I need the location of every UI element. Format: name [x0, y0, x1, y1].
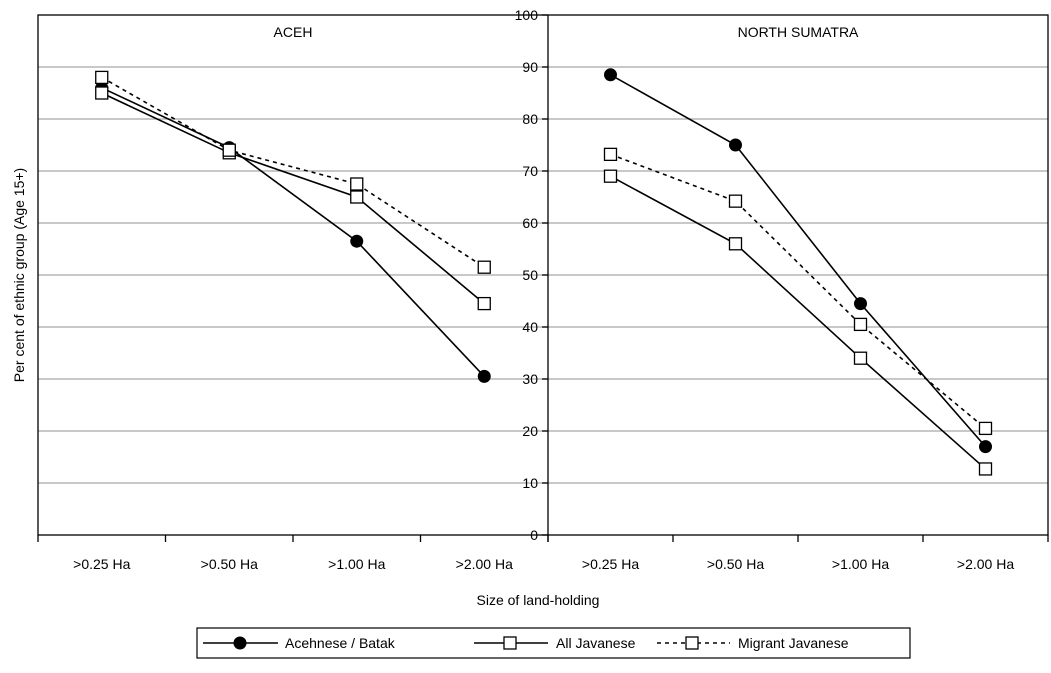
- y-tick-label: 90: [522, 59, 538, 75]
- y-tick-label: 80: [522, 111, 538, 127]
- series-line: [101, 92, 485, 305]
- x-tick-label: >0.50 Ha: [707, 556, 764, 572]
- x-tick-label: >0.25 Ha: [73, 556, 130, 572]
- legend: Acehnese / Batak All Javanese Migrant Java…: [196, 627, 911, 659]
- data-point-square: [95, 86, 109, 100]
- data-point-circle: [604, 68, 617, 82]
- series-line: [610, 175, 987, 470]
- data-point-circle: [477, 369, 491, 383]
- series-line: [101, 87, 485, 377]
- x-tick-label: >2.00 Ha: [957, 556, 1014, 572]
- data-point-square: [350, 190, 364, 204]
- data-point-circle: [979, 440, 992, 454]
- series-line: [610, 153, 987, 430]
- data-point-square: [853, 317, 868, 332]
- data-point-square: [978, 421, 993, 436]
- data-point-square: [603, 169, 618, 183]
- y-tick-label: 50: [522, 267, 538, 283]
- text-layer: Per cent of ethnic group (Age 15+) Size …: [11, 7, 1014, 608]
- data-point-circle: [350, 234, 364, 248]
- y-axis-label: Per cent of ethnic group (Age 15+): [11, 168, 27, 382]
- data-point-square: [477, 296, 491, 311]
- series-layer: [95, 68, 993, 476]
- data-point-square: [978, 462, 993, 476]
- y-tick-label: 0: [530, 527, 538, 543]
- series-line: [101, 76, 485, 268]
- panel-title: ACEH: [274, 24, 313, 40]
- y-tick-label: 20: [522, 423, 538, 439]
- data-point-square: [603, 147, 618, 162]
- data-point-square: [728, 237, 743, 251]
- x-tick-label: >1.00 Ha: [328, 556, 385, 572]
- data-point-square: [477, 260, 491, 274]
- data-point-square: [728, 194, 743, 208]
- x-tick-label: >0.25 Ha: [582, 556, 639, 572]
- legend-label: Acehnese / Batak: [285, 635, 396, 651]
- data-point-circle: [854, 297, 867, 311]
- x-axis-label: Size of land-holding: [477, 592, 600, 608]
- x-tick-label: >0.50 Ha: [201, 556, 258, 572]
- legend-marker-circle: [233, 636, 247, 650]
- plot-frame: [37, 14, 1049, 542]
- legend-marker-square: [685, 636, 699, 650]
- legend-box: [196, 627, 911, 659]
- y-tick-label: 70: [522, 163, 538, 179]
- legend-label: Migrant Javanese: [738, 635, 849, 651]
- y-tick-label: 60: [522, 215, 538, 231]
- legend-marker-square: [503, 636, 517, 650]
- data-point-square: [350, 177, 364, 191]
- series-line: [610, 74, 987, 448]
- y-tick-label: 100: [515, 7, 539, 23]
- panel-title: NORTH SUMATRA: [738, 24, 859, 40]
- y-tick-label: 10: [522, 475, 538, 491]
- data-point-square: [853, 351, 868, 365]
- x-tick-label: >1.00 Ha: [832, 556, 889, 572]
- legend-label: All Javanese: [556, 635, 636, 651]
- data-point-square: [95, 70, 109, 85]
- y-tick-label: 30: [522, 371, 538, 387]
- data-point-circle: [729, 138, 742, 152]
- data-point-square: [222, 143, 236, 157]
- y-tick-label: 40: [522, 319, 538, 335]
- x-tick-label: >2.00 Ha: [456, 556, 513, 572]
